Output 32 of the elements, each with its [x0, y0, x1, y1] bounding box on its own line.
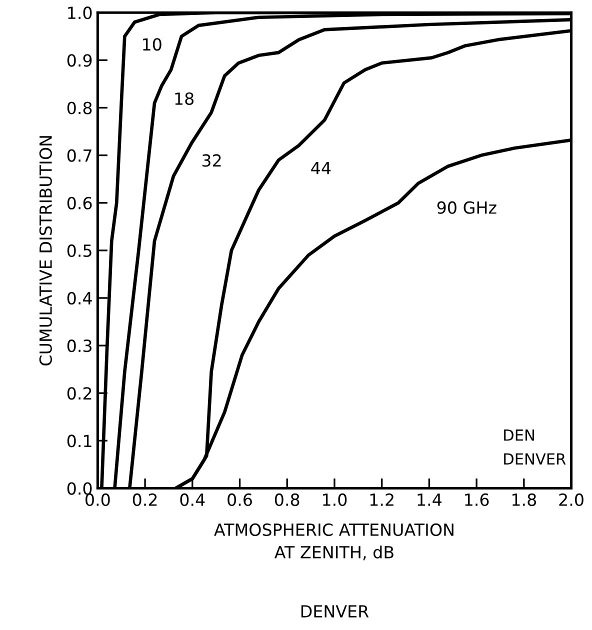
series-label: 44: [311, 162, 331, 174]
x-tick-label: 1.8: [512, 493, 536, 506]
y-tick-label: 0.0: [67, 482, 92, 495]
series-label: 10: [143, 38, 162, 51]
x-tick-label: 0.0: [86, 493, 110, 506]
y-axis-title: CUMULATIVE DISTRIBUTION: [39, 136, 52, 366]
annotation: DENVER: [504, 453, 566, 464]
y-tick-label: 0.8: [67, 102, 92, 114]
x-tick-label: 1.6: [465, 493, 489, 506]
annotation: DEN: [504, 430, 534, 441]
series-label: 18: [175, 92, 194, 105]
y-tick-label: 0.7: [67, 149, 92, 162]
series-label: 32: [202, 154, 221, 167]
y-tick-label: 0.1: [67, 434, 92, 448]
y-tick-label: 0.5: [67, 244, 92, 257]
y-tick-label: 1.0: [68, 6, 92, 20]
text: DENVER: [301, 605, 369, 618]
x-tick-label: 0.6: [228, 493, 252, 506]
x-tick-label: 1.4: [418, 494, 442, 506]
y-tick-label: 0.3: [67, 340, 92, 352]
x-tick-label: 1.0: [323, 493, 347, 506]
x-tick-label: 0.2: [132, 493, 157, 506]
x-tick-label: 2.0: [559, 493, 584, 506]
x-axis-title: ATMOSPHERIC ATTENUATION AT ZENITH, dB: [214, 523, 454, 560]
x-tick-label: 0.4: [180, 493, 205, 506]
y-tick-label: 0.9: [67, 54, 92, 67]
y-tick-label: 0.2: [67, 387, 92, 400]
y-tick-label: 0.4: [67, 292, 92, 305]
x-tick-label: 1.2: [370, 493, 394, 506]
series-label: 90 GHz: [437, 201, 496, 214]
x-tick-label: 0.8: [274, 493, 300, 506]
y-tick-label: 0.6: [67, 196, 92, 210]
